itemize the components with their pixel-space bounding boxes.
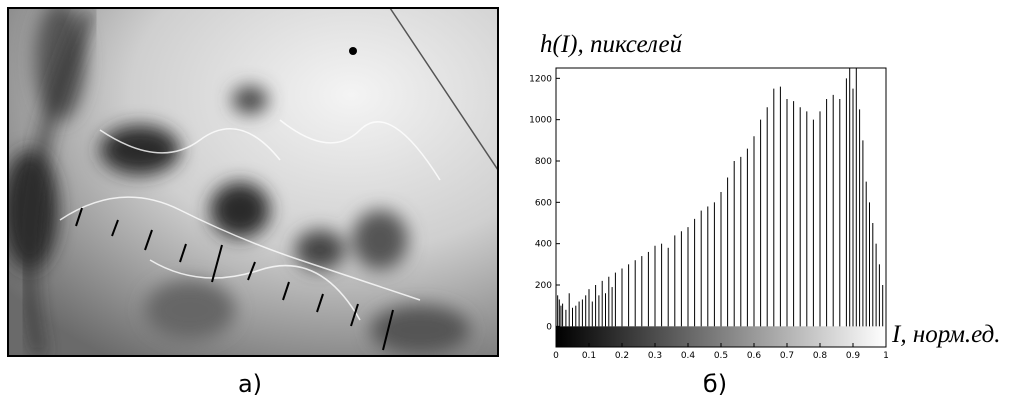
x-tick-label: 0.7	[780, 351, 794, 361]
y-tick-label: 600	[535, 198, 552, 208]
y-tick-label: 200	[535, 281, 552, 291]
panel-label: б)	[703, 370, 727, 398]
colorbar	[556, 326, 886, 347]
y-tick-label: 1000	[529, 116, 552, 126]
x-tick-label: 1	[883, 351, 889, 361]
panel-label: а)	[238, 370, 262, 398]
x-tick-label: 0.3	[648, 351, 662, 361]
y-axis-label: h(I), пикселей	[540, 31, 683, 58]
x-tick-label: 0.8	[813, 351, 828, 361]
x-tick-label: 0.1	[582, 351, 596, 361]
y-tick-label: 800	[535, 157, 552, 167]
photo	[8, 8, 498, 356]
x-tick-label: 0.4	[681, 351, 696, 361]
y-tick-label: 400	[535, 240, 552, 250]
x-tick-label: 0.6	[747, 351, 762, 361]
y-tick-label: 1200	[529, 74, 552, 84]
x-axis-label: I, норм.ед.	[891, 321, 1001, 348]
x-tick-label: 0.5	[714, 351, 728, 361]
photo-frame	[7, 7, 499, 357]
x-tick-label: 0.2	[615, 351, 629, 361]
y-tick-label: 0	[546, 322, 552, 332]
x-tick-label: 0	[553, 351, 559, 361]
x-tick-label: 0.9	[846, 351, 861, 361]
